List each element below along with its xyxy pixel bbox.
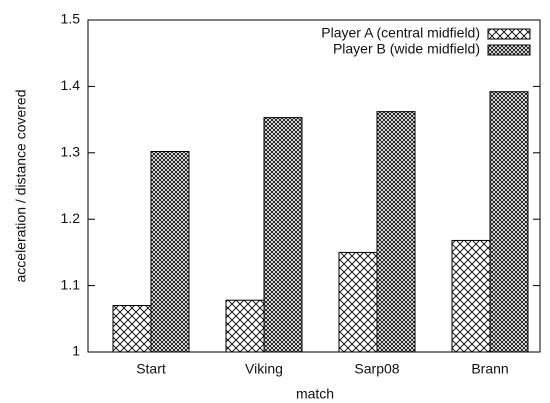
bar (150, 150, 190, 353)
legend-label: Player B (wide midfield) (333, 41, 480, 57)
x-tick-label: Brann (471, 361, 508, 377)
legend-label: Player A (central midfield) (321, 25, 480, 41)
bar (112, 305, 152, 353)
legend-swatch (487, 44, 531, 56)
bar (489, 91, 529, 353)
y-tick-label: 1.2 (61, 210, 81, 226)
y-tick-label: 1 (72, 343, 80, 359)
bar (338, 251, 378, 353)
bar (263, 117, 303, 353)
bar (451, 239, 491, 353)
y-tick-label: 1.4 (61, 77, 81, 93)
y-axis-label: acceleration / distance covered (13, 90, 29, 283)
legend-swatch (487, 28, 531, 40)
x-tick-label: Viking (245, 361, 283, 377)
x-tick-label: Sarp08 (354, 361, 399, 377)
x-tick-label: Start (136, 361, 166, 377)
x-axis-label: match (296, 386, 334, 402)
y-tick-label: 1.3 (61, 144, 81, 160)
y-tick-label: 1.5 (61, 11, 81, 27)
bar (225, 299, 265, 353)
bar (376, 111, 416, 353)
plot-frame (87, 19, 541, 353)
y-tick-label: 1.1 (61, 276, 81, 292)
